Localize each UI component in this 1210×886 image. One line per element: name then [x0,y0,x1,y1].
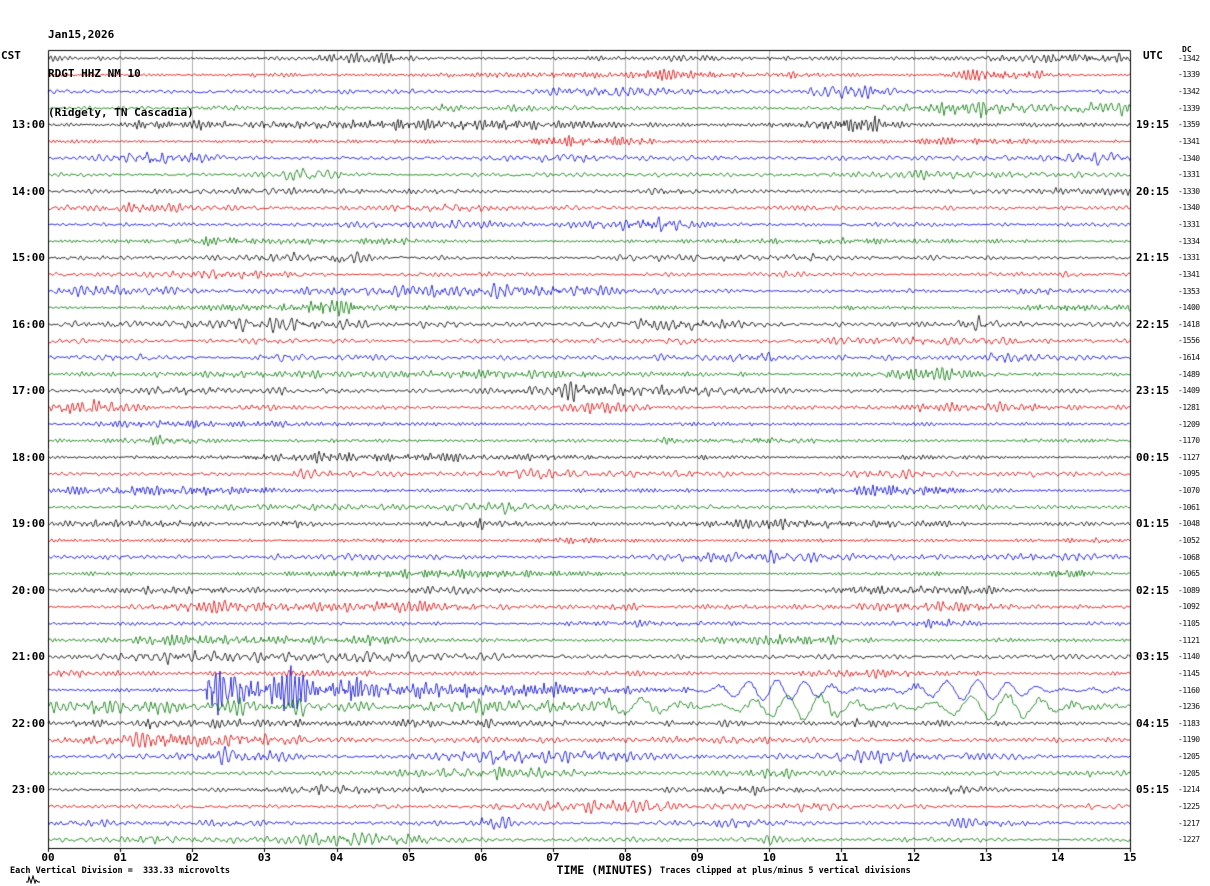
dc-value: -1095 [1178,469,1200,479]
x-tick-label: 08 [618,851,632,864]
cst-hour-label: 17:00 [11,384,45,398]
dc-value: -1089 [1178,585,1200,595]
title-station: RDGT HHZ NM 10 [48,67,141,80]
dc-value: -1048 [1178,519,1200,529]
dc-value: -1205 [1178,752,1200,762]
x-tick-label: 06 [474,851,488,864]
dc-value: -1614 [1178,353,1200,363]
dc-value: -1331 [1178,170,1200,180]
dc-value: -1331 [1178,253,1200,263]
dc-value: -1070 [1178,486,1200,496]
utc-hour-label: 21:15 [1136,251,1170,265]
cst-hour-label: 14:00 [11,184,45,198]
x-tick-label: 02 [185,851,199,864]
cst-hour-label: 15:00 [11,251,45,265]
x-tick-label: 10 [762,851,776,864]
cst-hour-label: 21:00 [11,650,45,664]
dc-value: -1205 [1178,768,1200,778]
x-tick-label: 05 [402,851,416,864]
x-tick-label: 07 [546,851,560,864]
dc-value: -1127 [1178,452,1200,462]
utc-hour-label: 22:15 [1136,317,1170,331]
utc-hour-label: 19:15 [1136,118,1170,132]
dc-value: -1183 [1178,718,1200,728]
title-block: Jan15,2026 RDGT HHZ NM 10 (Ridgely, TN C… [48,2,194,145]
right-timezone-label: UTC [1143,49,1163,62]
dc-value: -1342 [1178,53,1200,63]
dc-value: -1556 [1178,336,1200,346]
cst-hour-label: 22:00 [11,716,45,730]
dc-value: -1281 [1178,402,1200,412]
dc-value: -1341 [1178,269,1200,279]
cst-hour-label: 16:00 [11,317,45,331]
dc-value: -1400 [1178,303,1200,313]
utc-hour-label: 02:15 [1136,583,1170,597]
dc-value: -1489 [1178,369,1200,379]
dc-value: -1359 [1178,120,1200,130]
dc-column-header: DC [1182,45,1192,54]
x-axis-title: TIME (MINUTES) [556,863,654,877]
title-location: (Ridgely, TN Cascadia) [48,106,194,119]
dc-value: -1339 [1178,70,1200,80]
cst-hour-label: 23:00 [11,783,45,797]
dc-value: -1409 [1178,386,1200,396]
x-tick-label: 11 [834,851,849,864]
dc-value: -1121 [1178,635,1200,645]
cst-hour-label: 13:00 [11,118,45,132]
x-tick-label: 14 [1051,851,1065,864]
dc-value: -1225 [1178,801,1200,811]
x-tick-label: 13 [979,851,993,864]
cst-hour-label: 18:00 [11,450,45,464]
dc-value: -1341 [1178,136,1200,146]
x-tick-label: 04 [329,851,344,864]
dc-value: -1052 [1178,535,1200,545]
dc-value: -1342 [1178,87,1200,97]
dc-value: -1140 [1178,652,1200,662]
utc-hour-label: 05:15 [1136,783,1170,797]
dc-value: -1340 [1178,153,1200,163]
dc-value: -1353 [1178,286,1200,296]
x-tick-label: 03 [257,851,272,864]
utc-hour-label: 20:15 [1136,184,1170,198]
left-timezone-label: CST [1,49,21,62]
x-tick-label: 00 [41,851,55,864]
utc-hour-label: 04:15 [1136,716,1170,730]
dc-value: -1214 [1178,785,1200,795]
dc-value: -1105 [1178,619,1200,629]
x-tick-label: 12 [906,851,921,864]
dc-value: -1092 [1178,602,1200,612]
utc-hour-label: 03:15 [1136,650,1170,664]
x-tick-label: 15 [1123,851,1137,864]
x-tick-label: 01 [113,851,127,864]
dc-value: -1236 [1178,702,1200,712]
dc-value: -1068 [1178,552,1200,562]
dc-value: -1160 [1178,685,1200,695]
title-date: Jan15,2026 [48,28,115,41]
dc-value: -1418 [1178,319,1200,329]
utc-hour-label: 00:15 [1136,450,1170,464]
dc-value: -1190 [1178,735,1200,745]
vertical-division-note: Each Vertical Division = 333.33 microvol… [10,866,231,876]
dc-value: -1065 [1178,569,1200,579]
dc-value: -1209 [1178,419,1200,429]
x-tick-label: 09 [690,851,704,864]
dc-value: -1339 [1178,103,1200,113]
dc-value: -1227 [1178,835,1200,845]
dc-value: -1217 [1178,818,1200,828]
dc-value: -1340 [1178,203,1200,213]
dc-value: -1330 [1178,186,1200,196]
dc-value: -1331 [1178,220,1200,230]
cst-hour-label: 19:00 [11,517,45,531]
squiggle-icon [26,875,40,884]
clipping-note: Traces clipped at plus/minus 5 vertical … [660,866,911,876]
dc-value: -1145 [1178,668,1200,678]
utc-hour-label: 01:15 [1136,517,1170,531]
dc-value: -1334 [1178,236,1200,246]
cst-hour-label: 20:00 [11,583,45,597]
utc-hour-label: 23:15 [1136,384,1170,398]
dc-value: -1061 [1178,502,1200,512]
dc-value: -1170 [1178,436,1200,446]
